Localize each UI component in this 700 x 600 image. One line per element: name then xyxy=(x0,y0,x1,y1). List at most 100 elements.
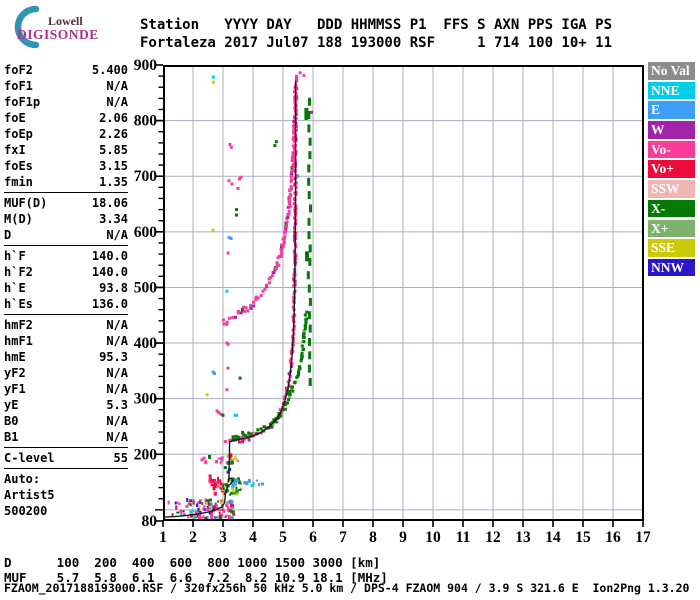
x-axis-tick-label: 8 xyxy=(369,529,377,546)
param-value: 5.400 xyxy=(91,63,128,77)
x-axis-tick-label: 2 xyxy=(189,529,197,546)
param-label: MUF(D) xyxy=(4,196,48,210)
param-label: hmF2 xyxy=(4,318,33,332)
param-value: N/A xyxy=(106,228,128,242)
x-axis-tick-label: 6 xyxy=(309,529,317,546)
legend-item: Vo+ xyxy=(648,160,695,178)
y-axis-tick-label: 700 xyxy=(134,168,158,185)
param-label: fxI xyxy=(4,143,26,157)
param-row: foF1p N/A xyxy=(4,94,128,110)
legend-item: X- xyxy=(648,199,695,218)
y-axis-tick-label: 200 xyxy=(134,446,158,463)
param-label: hmF1 xyxy=(4,334,33,348)
param-label: yF1 xyxy=(4,382,26,396)
y-axis-tick-label: 900 xyxy=(134,57,158,74)
autoscaling-info-line: Artist5 xyxy=(4,488,55,502)
y-axis-tick-label: 600 xyxy=(134,224,158,241)
header-column-titles: Station YYYY DAY DDD HHMMSS P1 FFS S AXN… xyxy=(140,17,613,33)
param-row: h`Es 136.0 xyxy=(4,296,128,312)
x-axis-tick-label: 1 xyxy=(159,529,167,546)
autoscaling-info-line: 500200 xyxy=(4,504,48,518)
param-row: M(D) 3.34 xyxy=(4,211,128,227)
y-axis-tick-label: 400 xyxy=(134,335,158,352)
param-label: B0 xyxy=(4,414,19,428)
param-value: 5.3 xyxy=(106,398,128,412)
x-axis-tick-label: 12 xyxy=(485,529,501,546)
legend-item: SSE xyxy=(648,239,695,257)
param-value: 1.35 xyxy=(99,175,128,189)
legend-item: W xyxy=(648,121,695,139)
legend-item: SSW xyxy=(648,180,695,198)
x-axis-tick-label: 10 xyxy=(425,529,441,546)
x-axis-tick-label: 11 xyxy=(456,529,471,546)
param-value: 18.06 xyxy=(91,196,128,210)
param-label: D xyxy=(4,228,12,242)
param-value: 3.15 xyxy=(99,159,128,173)
param-row: yE 5.3 xyxy=(4,397,128,413)
param-value: 2.26 xyxy=(99,127,128,141)
param-value: 93.8 xyxy=(99,281,128,295)
x-axis-tick-label: 7 xyxy=(339,529,347,546)
param-label: foEp xyxy=(4,127,33,141)
param-separator xyxy=(4,468,128,469)
header-station-values: Fortaleza 2017 Jul07 188 193000 RSF 1 71… xyxy=(140,34,613,51)
legend-item: No Val xyxy=(648,62,695,80)
param-separator xyxy=(4,447,128,448)
param-label: fmin xyxy=(4,175,33,189)
doppler-color-legend: No Val NNE E W Vo- Vo+ SSW X- X+ SSE NNW xyxy=(648,62,695,279)
scaled-parameters-panel: foF2 5.400 foF1 N/A foF1p N/A foE 2.06 foEp 2.26 f… xyxy=(4,62,128,519)
range-muf-table: D 100 200 400 600 800 1000 1500 3000 [km… xyxy=(4,555,388,585)
legend-item: E xyxy=(648,101,695,119)
param-row: foEs 3.15 xyxy=(4,158,128,174)
param-row: h`E 93.8 xyxy=(4,280,128,296)
param-value: 95.3 xyxy=(99,350,128,364)
param-row: hmE 95.3 xyxy=(4,349,128,365)
x-axis-tick-label: 15 xyxy=(575,529,591,546)
y-axis-tick-label: 500 xyxy=(134,279,158,296)
param-row: B1 N/A xyxy=(4,429,128,445)
param-label: foF2 xyxy=(4,63,33,77)
param-value: 5.85 xyxy=(99,143,128,157)
x-axis-tick-label: 17 xyxy=(635,529,651,546)
y-axis-tick-label: 300 xyxy=(134,391,158,408)
param-value: N/A xyxy=(106,414,128,428)
x-axis-tick-label: 3 xyxy=(219,529,227,546)
x-axis-tick-label: 5 xyxy=(279,529,287,546)
logo-digisonde-text: DIGISONDE xyxy=(17,27,99,42)
param-separator xyxy=(4,245,128,246)
param-label: B1 xyxy=(4,430,19,444)
y-axis-tick-label: 80 xyxy=(142,513,158,530)
param-label: hmE xyxy=(4,350,26,364)
param-label: foF1p xyxy=(4,95,41,109)
x-axis-tick-label: 9 xyxy=(399,529,407,546)
param-row: h`F2 140.0 xyxy=(4,264,128,280)
param-row: foF1 N/A xyxy=(4,78,128,94)
y-axis-tick-label: 800 xyxy=(134,113,158,130)
param-label: h`F xyxy=(4,249,26,263)
x-axis-tick-label: 16 xyxy=(605,529,621,546)
param-row: h`F 140.0 xyxy=(4,248,128,264)
param-row: C-level 55 xyxy=(4,450,128,466)
param-row: foF2 5.400 xyxy=(4,62,128,78)
distance-row: D 100 200 400 600 800 1000 1500 3000 [km… xyxy=(4,555,381,570)
legend-item: X+ xyxy=(648,219,695,237)
logo-crescent-icon xyxy=(14,5,40,49)
param-value: 2.06 xyxy=(99,111,128,125)
legend-item: NNW xyxy=(648,258,695,277)
param-label: yF2 xyxy=(4,366,26,380)
param-row: hmF1 N/A xyxy=(4,333,128,349)
x-axis-tick-label: 13 xyxy=(515,529,531,546)
param-row: B0 N/A xyxy=(4,413,128,429)
logo-lowell-text: Lowell xyxy=(48,14,83,28)
param-value: N/A xyxy=(106,430,128,444)
param-value: 140.0 xyxy=(91,265,128,279)
param-row: fmin 1.35 xyxy=(4,174,128,190)
x-axis-tick-label: 4 xyxy=(249,529,257,546)
param-value: 140.0 xyxy=(91,249,128,263)
param-label: h`E xyxy=(4,281,26,295)
param-label: h`F2 xyxy=(4,265,33,279)
param-row: yF2 N/A xyxy=(4,365,128,381)
param-row: yF1 N/A xyxy=(4,381,128,397)
